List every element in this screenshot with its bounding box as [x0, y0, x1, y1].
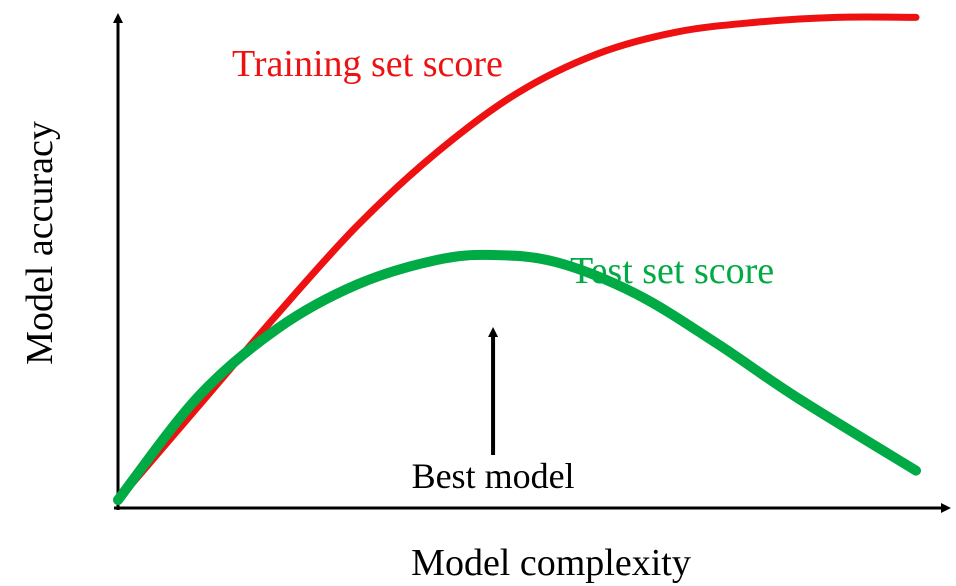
series-group [113, 13, 921, 505]
test-score-line [113, 249, 921, 505]
best-model-label: Best model [412, 456, 575, 496]
x-axis-label: Model complexity [411, 542, 691, 584]
y-axis-label: Model accuracy [19, 121, 61, 365]
training-series-label: Training set score [232, 43, 503, 85]
test-series-label: Test set score [570, 250, 774, 292]
